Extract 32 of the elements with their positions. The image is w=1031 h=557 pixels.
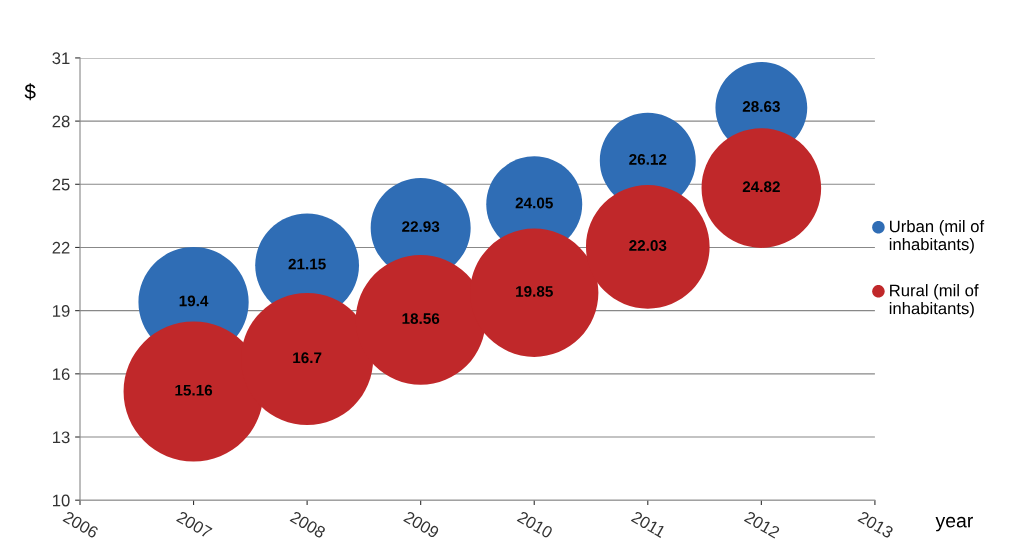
data-label: 18.56: [402, 313, 440, 325]
y-axis-title: $: [24, 83, 36, 101]
y-tick-label: 22: [52, 241, 70, 254]
y-tick-label: 16: [53, 368, 70, 381]
y-tick-label: 28: [52, 115, 70, 128]
y-tick-label: 19: [53, 305, 70, 317]
data-label: 22.03: [629, 240, 667, 251]
x-tick-label: 2008: [289, 510, 327, 539]
x-tick-label: 2009: [403, 510, 440, 539]
data-label: 15.16: [175, 384, 213, 396]
data-label: 19.85: [516, 286, 553, 297]
x-tick-label: 2012: [743, 510, 781, 539]
data-label: 26.12: [629, 153, 667, 165]
data-label: 24.82: [742, 181, 780, 193]
y-tick-label: 25: [52, 178, 70, 191]
data-label: 28.63: [742, 101, 780, 112]
x-tick-label: 2011: [630, 510, 667, 539]
y-tick-label: 31: [52, 52, 70, 65]
x-tick-label: 2007: [176, 510, 213, 539]
x-tick-label: 2006: [62, 510, 100, 539]
data-label: 24.05: [515, 197, 553, 209]
x-axis-title: year: [935, 516, 973, 532]
data-label: 16.7: [293, 352, 322, 364]
data-label: 19.4: [179, 295, 209, 307]
legend-label: Rural (mil of inhabitants): [889, 284, 979, 318]
x-tick-label: 2013: [857, 510, 894, 539]
legend-label: Urban (mil of inhabitants): [889, 220, 985, 254]
data-label: 22.93: [402, 221, 440, 232]
y-tick-label: 13: [53, 431, 70, 444]
y-tick-label: 10: [53, 494, 70, 507]
x-tick-label: 2010: [516, 510, 554, 539]
data-label: 21.15: [288, 258, 326, 270]
